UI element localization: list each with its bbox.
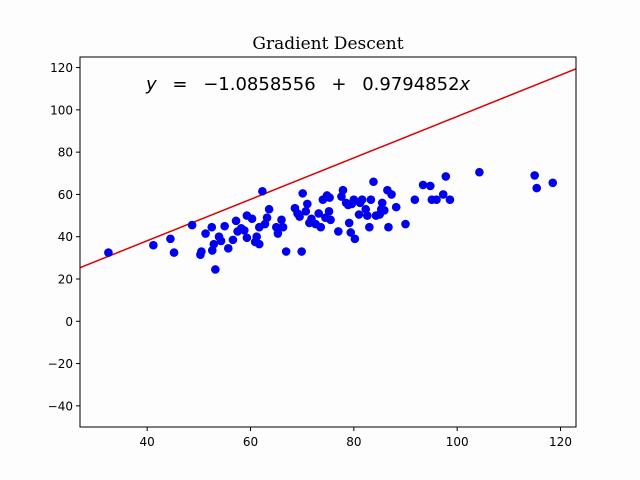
data-point (303, 199, 312, 209)
y-tick-label: 40 (58, 230, 73, 244)
x-tick-label: 40 (140, 435, 155, 449)
data-point (426, 181, 435, 191)
data-point (357, 195, 367, 205)
data-point (334, 227, 343, 236)
data-point (350, 234, 360, 244)
points-layer (104, 167, 558, 274)
y-tick-label: 0 (65, 315, 73, 329)
data-point (187, 220, 197, 230)
data-point (380, 205, 389, 215)
data-point (201, 229, 210, 238)
data-point (252, 232, 261, 242)
y-tick-label: 120 (50, 61, 73, 75)
data-point (365, 222, 374, 232)
equation-y-var: y (145, 74, 157, 95)
data-point (354, 210, 364, 219)
data-point (384, 222, 393, 232)
data-point (258, 186, 267, 196)
data-point (301, 207, 311, 216)
equation-plus: + (331, 74, 346, 95)
equation-intercept: −1.0858556 (203, 74, 315, 95)
data-point (297, 247, 306, 256)
x-tick-label: 80 (346, 435, 361, 449)
data-point (410, 195, 420, 205)
data-point (220, 221, 229, 231)
data-point (325, 193, 334, 202)
y-tick-label: −20 (48, 357, 73, 371)
data-point (532, 183, 542, 193)
data-point (240, 226, 249, 235)
data-point (346, 228, 356, 237)
data-point (366, 195, 376, 205)
data-point (169, 248, 179, 257)
data-point (273, 229, 283, 238)
data-point (326, 215, 335, 225)
data-point (262, 213, 272, 222)
data-point (418, 180, 428, 190)
data-point (247, 214, 257, 224)
data-point (314, 209, 324, 218)
data-point (324, 207, 334, 216)
fit-line (80, 68, 576, 269)
equation-slope: 0.9794852 (362, 74, 459, 95)
y-tick-label: 20 (58, 273, 73, 287)
equation-equals: = (172, 74, 187, 95)
y-tick-label: 60 (58, 188, 73, 202)
data-point (277, 215, 286, 225)
data-point (445, 195, 455, 205)
chart-title: Gradient Descent (252, 34, 403, 54)
data-point (231, 216, 241, 226)
data-point (344, 218, 354, 228)
data-point (391, 202, 401, 212)
data-point (387, 190, 396, 199)
data-point (254, 239, 264, 249)
data-point (197, 247, 206, 256)
y-tick-label: 80 (58, 146, 73, 160)
data-point (278, 222, 288, 232)
x-axis: 40 60 80 100 120 (140, 427, 572, 449)
data-point (216, 236, 226, 246)
data-point (104, 248, 113, 257)
x-tick-label: 60 (243, 435, 258, 449)
data-point (548, 178, 558, 188)
data-point (316, 222, 326, 232)
data-point (438, 190, 448, 199)
equation-x-var: x (459, 74, 471, 95)
data-point (281, 247, 291, 256)
data-point (401, 219, 410, 229)
data-point (338, 185, 348, 195)
data-point (207, 222, 217, 232)
plot-frame (79, 56, 577, 428)
data-point (166, 234, 175, 244)
data-point (475, 167, 484, 177)
data-point (369, 177, 378, 187)
data-point (242, 233, 252, 243)
y-tick-label: −40 (48, 399, 73, 413)
fit-line-layer (80, 68, 576, 269)
data-point (264, 204, 274, 214)
data-point (211, 265, 220, 274)
data-point (149, 240, 158, 250)
data-point (441, 172, 451, 181)
data-point (228, 235, 238, 245)
data-point (223, 244, 233, 253)
x-tick-label: 100 (446, 435, 469, 449)
equation-annotation: y = −1.0858556 + 0.9794852x (145, 74, 471, 95)
data-point (362, 211, 372, 220)
y-tick-label: 100 (50, 103, 73, 117)
y-axis: −40 −20 0 20 40 60 80 100 120 (48, 61, 80, 413)
data-point (298, 189, 307, 198)
data-point (377, 198, 387, 208)
x-tick-label: 120 (549, 435, 572, 449)
data-point (432, 195, 441, 205)
data-point (295, 212, 304, 221)
data-point (209, 239, 219, 249)
data-point (530, 171, 539, 180)
